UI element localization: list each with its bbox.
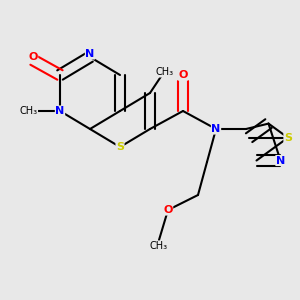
Text: CH₃: CH₃ [150,241,168,251]
Text: CH₃: CH₃ [156,67,174,77]
Text: N: N [276,155,285,166]
Text: CH₃: CH₃ [20,106,38,116]
Text: S: S [284,133,292,143]
Text: S: S [116,142,124,152]
Text: O: O [178,70,188,80]
Text: O: O [163,205,173,215]
Text: N: N [212,124,220,134]
Text: N: N [85,49,94,59]
Text: N: N [56,106,64,116]
Text: O: O [28,52,38,62]
